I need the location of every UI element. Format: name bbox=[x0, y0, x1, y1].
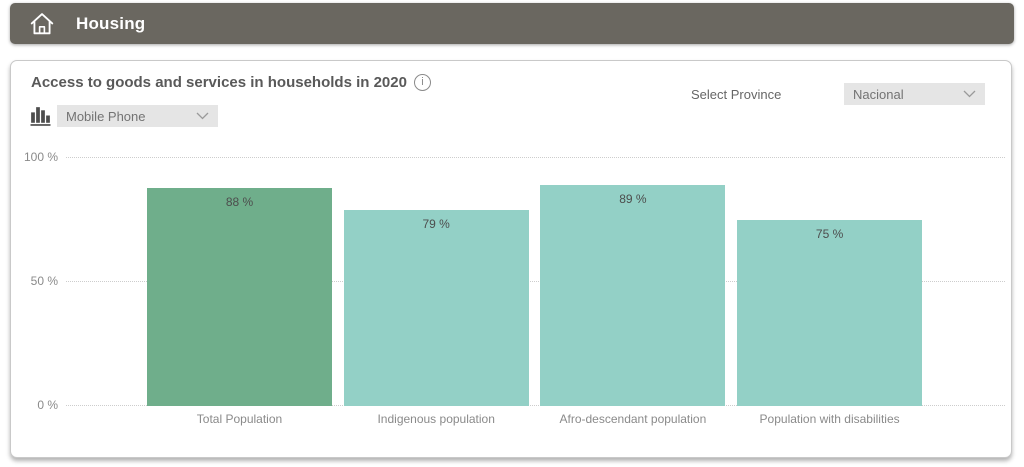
chart-card: Access to goods and services in househol… bbox=[10, 60, 1012, 458]
province-dropdown[interactable]: Nacional bbox=[844, 83, 985, 105]
plot-area: 100 % 50 % 0 % 88 % Total Population 79 % Indi… bbox=[24, 150, 1005, 426]
bar[interactable]: 89 % bbox=[540, 185, 726, 406]
x-axis-label: Total Population bbox=[196, 412, 283, 426]
gridline: 50 % bbox=[31, 274, 1005, 288]
bar[interactable]: 88 % bbox=[147, 187, 332, 406]
chart-title: Access to goods and services in househol… bbox=[31, 74, 407, 91]
section-header: Housing bbox=[10, 3, 1014, 44]
gridline: 0 % bbox=[37, 398, 1005, 412]
y-tick-label: 100 % bbox=[23, 150, 58, 164]
bar-chart-icon bbox=[28, 103, 53, 128]
bar-value-label: 79 % bbox=[422, 217, 450, 232]
indicator-dropdown-value: Mobile Phone bbox=[66, 108, 146, 124]
y-tick-label: 0 % bbox=[37, 398, 58, 412]
chevron-down-icon bbox=[963, 85, 976, 103]
bar-value-label: 75 % bbox=[815, 227, 844, 241]
x-axis-label: Population with disabilities bbox=[759, 412, 900, 426]
info-icon[interactable]: i bbox=[413, 74, 431, 91]
gridline: 100 % bbox=[24, 150, 1005, 164]
indicator-dropdown[interactable]: Mobile Phone bbox=[57, 105, 218, 127]
x-axis-label: Indigenous population bbox=[377, 412, 495, 426]
chevron-down-icon bbox=[196, 107, 209, 125]
bar[interactable]: 79 % bbox=[343, 210, 529, 406]
province-filter-label: Select Province bbox=[691, 87, 782, 102]
section-title: Housing bbox=[76, 13, 146, 33]
y-tick-label: 50 % bbox=[30, 274, 58, 288]
house-icon bbox=[29, 11, 55, 37]
x-axis-label: Afro-descendant population bbox=[559, 412, 707, 426]
bar-value-label: 89 % bbox=[619, 192, 647, 207]
bar[interactable]: 75 % bbox=[737, 220, 923, 406]
province-dropdown-value: Nacional bbox=[853, 86, 904, 102]
bar-value-label: 88 % bbox=[225, 194, 254, 209]
card-title-row: Access to goods and services in househol… bbox=[31, 74, 431, 91]
